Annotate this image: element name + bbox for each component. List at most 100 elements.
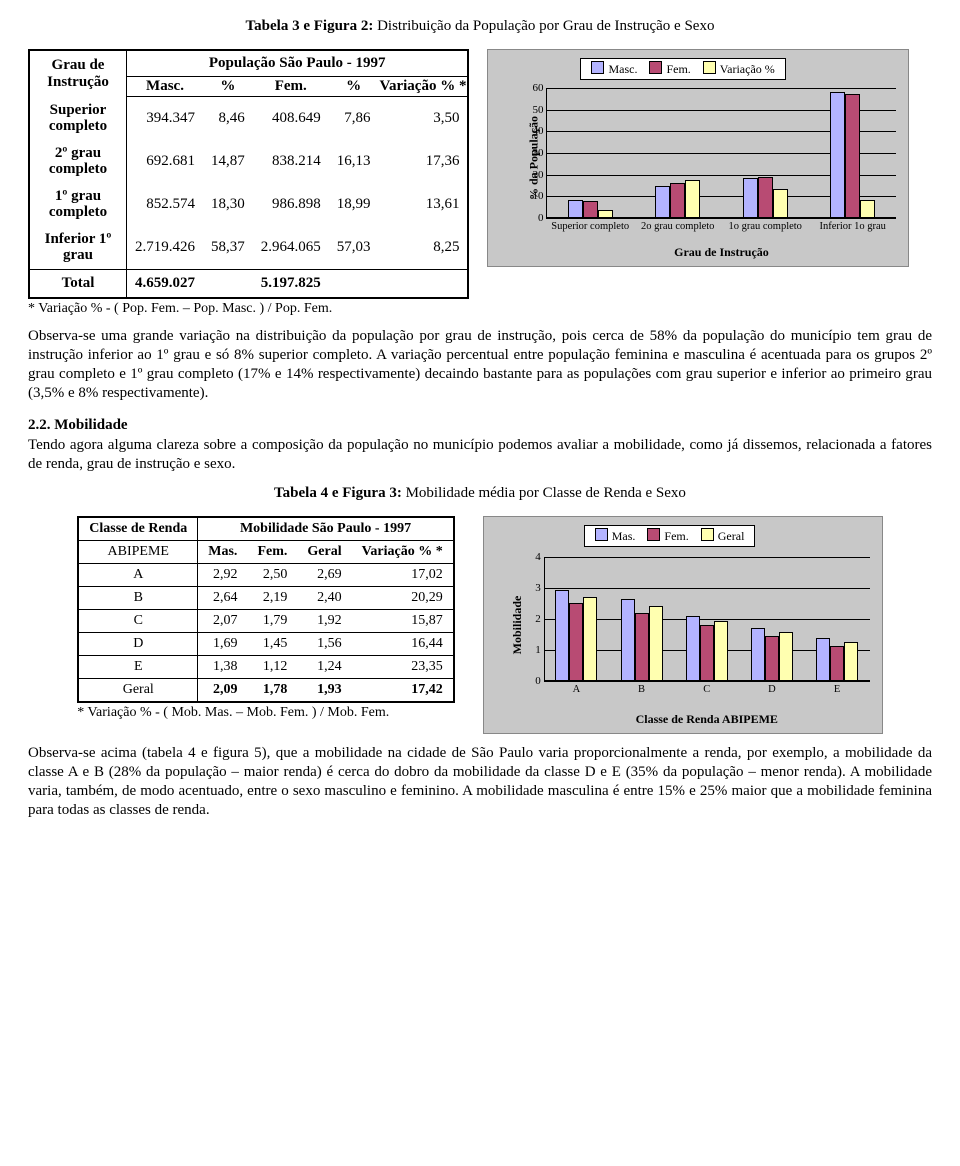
t2-cell-v: 23,35: [352, 655, 454, 678]
t2-cell-m: 1,38: [198, 655, 248, 678]
t2-cell-v: 20,29: [352, 586, 454, 609]
t2-geral-g: 1,93: [297, 678, 351, 702]
table-row: Inferior 1º grau2.719.42658,372.964.0655…: [29, 226, 468, 270]
t1-col-mp: %: [203, 77, 253, 97]
chart1-xtitle: Grau de Instrução: [546, 245, 896, 260]
swatch-var: [703, 61, 716, 74]
t2-cell-g: 2,69: [297, 563, 351, 586]
swatch-geral: [701, 528, 714, 541]
chart-1: Masc. Fem. Variação % % da População 010…: [487, 49, 909, 267]
t2-cell-class: E: [78, 655, 198, 678]
bar-group: [686, 616, 728, 680]
t2-cell-v: 15,87: [352, 609, 454, 632]
legend-fem: Fem.: [666, 62, 690, 76]
bar: [714, 621, 728, 681]
bar: [844, 642, 858, 680]
swatch-masc: [591, 61, 604, 74]
table-row: A2,922,502,6917,02: [78, 563, 454, 586]
bar-group: [621, 599, 663, 681]
chart2-plot: 01234ABCDE: [544, 557, 870, 681]
xcategory: 1o grau completo: [725, 218, 805, 233]
bar: [555, 590, 569, 681]
table-1-wrap: Grau de Instrução População São Paulo - …: [28, 49, 469, 317]
title-1-bold: Tabela 3 e Figura 2:: [246, 18, 374, 34]
table-row: C2,071,791,9215,87: [78, 609, 454, 632]
xcategory: 2o grau completo: [638, 218, 718, 233]
t1-cell-fem: 408.649: [253, 97, 329, 140]
title-1-rest: Distribuição da População por Grau de In…: [373, 18, 714, 34]
t1-col-fem: Fem.: [253, 77, 329, 97]
t1-cell-var: 8,25: [379, 226, 469, 270]
t1-cell-fp: 16,13: [329, 140, 379, 183]
table-row: 1º grau completo852.57418,30986.89818,99…: [29, 183, 468, 226]
t1-footnote: * Variação % - ( Pop. Fem. – Pop. Masc. …: [28, 301, 469, 317]
t2-cell-class: C: [78, 609, 198, 632]
t2-cell-f: 1,12: [247, 655, 297, 678]
t1-cell-mp: 8,46: [203, 97, 253, 140]
t2-cell-f: 2,19: [247, 586, 297, 609]
t1-row-label: 1º grau completo: [29, 183, 127, 226]
swatch-mas: [595, 528, 608, 541]
t2-cell-g: 1,56: [297, 632, 351, 655]
table-row: Superior completo394.3478,46408.6497,863…: [29, 97, 468, 140]
t2-cell-f: 1,45: [247, 632, 297, 655]
t1-col-fp: %: [329, 77, 379, 97]
bar: [860, 200, 875, 218]
ytick: 0: [538, 212, 547, 224]
bar-group: [830, 92, 875, 218]
paragraph-2: Tendo agora alguma clareza sobre a compo…: [28, 436, 932, 474]
t1-cell-fp: 7,86: [329, 97, 379, 140]
title-2-bold: Tabela 4 e Figura 3:: [274, 485, 402, 501]
ytick: 60: [532, 82, 546, 94]
bar: [845, 94, 860, 218]
ytick: 1: [535, 644, 544, 656]
bar: [621, 599, 635, 681]
t2-geral-v: 17,42: [352, 678, 454, 702]
bar: [700, 625, 714, 680]
t2-cell-f: 2,50: [247, 563, 297, 586]
table-2: Classe de Renda Mobilidade São Paulo - 1…: [77, 516, 455, 703]
bar: [569, 603, 583, 681]
title-2: Tabela 4 e Figura 3: Mobilidade média po…: [28, 485, 932, 502]
ytick: 3: [535, 582, 544, 594]
t2-cell-g: 1,92: [297, 609, 351, 632]
t1-total-fem: 5.197.825: [253, 269, 329, 298]
t1-cell-fem: 838.214: [253, 140, 329, 183]
t2-sub-3: Geral: [297, 540, 351, 563]
t1-cell-fem: 986.898: [253, 183, 329, 226]
section-2-2-head: 2.2. Mobilidade: [28, 417, 932, 434]
bar-group: [555, 590, 597, 681]
t1-group-header: População São Paulo - 1997: [127, 50, 469, 77]
bar: [758, 177, 773, 218]
ytick: 10: [532, 190, 546, 202]
bar: [686, 616, 700, 680]
t2-group-header: Mobilidade São Paulo - 1997: [198, 517, 454, 541]
t2-cell-m: 2,92: [198, 563, 248, 586]
ytick: 50: [532, 104, 546, 116]
ytick: 20: [532, 169, 546, 181]
t1-cell-masc: 394.347: [127, 97, 204, 140]
t2-sub-1: Mas.: [198, 540, 248, 563]
bar: [583, 597, 597, 680]
t2-cell-m: 1,69: [198, 632, 248, 655]
t1-cell-fp: 18,99: [329, 183, 379, 226]
t1-row-label: 2º grau completo: [29, 140, 127, 183]
t1-row-label: Superior completo: [29, 97, 127, 140]
t1-col-masc: Masc.: [127, 77, 204, 97]
t2-geral-m: 2,09: [198, 678, 248, 702]
title-1: Tabela 3 e Figura 2: Distribuição da Pop…: [28, 18, 932, 35]
chart1-plot: 0102030405060Superior completo2o grau co…: [546, 88, 896, 218]
t2-cell-class: A: [78, 563, 198, 586]
bar: [568, 200, 583, 218]
xcategory: Inferior 1o grau: [813, 218, 893, 233]
t2-corner: Classe de Renda: [78, 517, 198, 541]
t2-cell-g: 1,24: [297, 655, 351, 678]
t1-cell-fp: 57,03: [329, 226, 379, 270]
title-2-rest: Mobilidade média por Classe de Renda e S…: [402, 485, 686, 501]
t1-col-var: Variação % *: [379, 77, 469, 97]
t2-cell-v: 17,02: [352, 563, 454, 586]
t2-cell-f: 1,79: [247, 609, 297, 632]
t2-cell-m: 2,64: [198, 586, 248, 609]
bar: [598, 210, 613, 218]
t2-cell-g: 2,40: [297, 586, 351, 609]
